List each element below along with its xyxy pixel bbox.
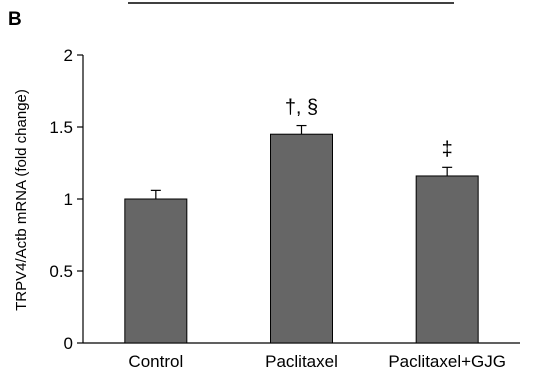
y-tick-label: 0.5 [49,262,73,281]
y-axis-label: TRPV4/Actb mRNA (fold change) [13,89,30,311]
y-tick-label: 1.5 [49,118,73,137]
y-tick-label: 2 [64,46,73,65]
significance-annotation: †, § [285,97,318,119]
x-tick-label: Paclitaxel [265,352,338,371]
bar [124,198,188,344]
panel-label: B [8,9,22,30]
bar [415,175,479,344]
labels-group: 0 0.5 1 1.5 2 Control Paclitaxel †, § Paclitaxel… [49,46,506,371]
significance-annotation: ‡ [442,138,453,160]
bar [270,133,333,344]
y-tick-label: 1 [64,190,73,209]
x-tick-label: Paclitaxel+GJG [388,352,506,371]
bars-group [124,124,479,344]
x-tick-label: Control [128,352,183,371]
y-tick-label: 0 [64,334,73,353]
